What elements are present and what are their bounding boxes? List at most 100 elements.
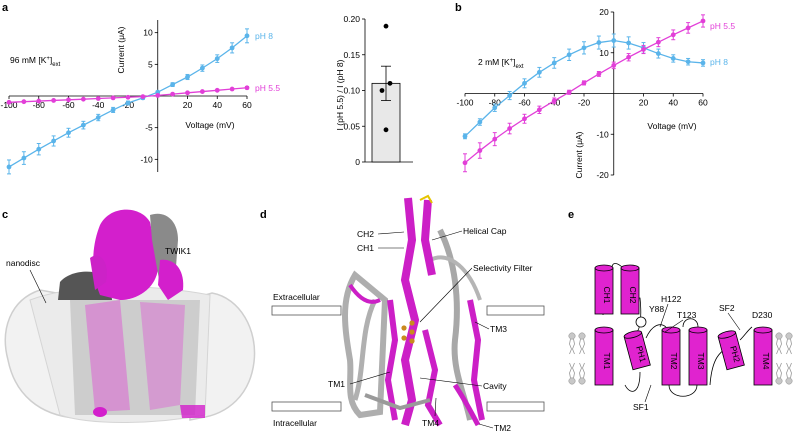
label-y88: Y88 xyxy=(649,304,664,314)
lipid-tail xyxy=(579,338,582,355)
membrane-boundary-intracellular-right xyxy=(486,401,545,412)
data-point xyxy=(199,89,205,94)
series-label: pH 5.5 xyxy=(710,21,735,31)
cryoem-map-illustration xyxy=(4,209,256,423)
data-point xyxy=(6,99,12,105)
data-point xyxy=(655,51,661,56)
data-point xyxy=(244,85,250,91)
data-point xyxy=(670,32,676,38)
data-point xyxy=(214,56,220,62)
svg-text:TM1: TM1 xyxy=(602,353,612,370)
data-point xyxy=(6,164,12,170)
data-point xyxy=(536,69,542,75)
data-point xyxy=(492,105,498,111)
data-point xyxy=(670,56,676,61)
chart-b-condition: 2 mM [K+]ext xyxy=(478,57,524,70)
data-point xyxy=(685,25,691,31)
data-point xyxy=(66,130,71,136)
label-t123: T123 xyxy=(677,310,697,320)
data-point xyxy=(492,136,498,142)
x-tick-label: 40 xyxy=(669,98,679,108)
data-point xyxy=(21,155,27,161)
lipid-tail xyxy=(569,362,572,379)
label-cavity: Cavity xyxy=(483,381,507,391)
data-point xyxy=(522,116,527,122)
series-label: pH 8 xyxy=(710,57,728,67)
label-ch1: CH1 xyxy=(357,243,374,253)
x-tick-label: 60 xyxy=(698,98,708,108)
data-point xyxy=(244,33,250,39)
svg-text:CH2: CH2 xyxy=(628,286,638,303)
data-point xyxy=(95,115,101,120)
chart-a-condition: 96 mM [K+]ext xyxy=(10,55,61,68)
y-tick-label: 5 xyxy=(148,59,153,69)
data-point xyxy=(229,45,235,51)
x-tick-label: -100 xyxy=(456,98,473,108)
x-tick-label: -60 xyxy=(518,98,531,108)
lipid-head xyxy=(785,332,793,340)
label-tm1: TM1 xyxy=(328,379,345,389)
data-point xyxy=(581,45,587,51)
ch1-helix: CH1 xyxy=(594,264,614,315)
label-twik1: TWIK1 xyxy=(165,246,191,256)
data-point xyxy=(566,52,572,58)
inset-y-tick-label: 0.20 xyxy=(343,14,360,24)
data-point xyxy=(36,98,42,104)
panel-label-d: d xyxy=(260,209,267,221)
label-ch2: CH2 xyxy=(357,229,374,239)
data-point xyxy=(462,133,468,139)
x-axis-label: Voltage (mV) xyxy=(185,120,234,130)
lipid-tail xyxy=(776,338,779,355)
y-tick-label: 10 xyxy=(599,48,609,58)
series-label: pH 8 xyxy=(255,31,273,41)
tm4-helix: TM4 xyxy=(753,326,773,386)
data-point xyxy=(170,82,176,87)
data-point xyxy=(185,90,190,96)
svg-text:TM3: TM3 xyxy=(696,353,706,370)
membrane-boundary-extracellular-left xyxy=(271,305,342,316)
inset-data-point xyxy=(387,80,393,86)
data-point xyxy=(95,96,101,101)
inset-data-point xyxy=(383,127,389,133)
data-point xyxy=(536,107,542,113)
label-nanodisc: nanodisc xyxy=(6,258,41,268)
series-label: pH 5.5 xyxy=(255,83,280,93)
data-point xyxy=(700,60,706,66)
svg-text:TM2: TM2 xyxy=(669,353,679,370)
inset-data-point xyxy=(379,88,385,93)
y-axis-label: Current (μA) xyxy=(574,131,584,178)
x-tick-label: -100 xyxy=(0,100,17,110)
membrane-boundary-intracellular-left xyxy=(271,401,342,412)
lipid-tail xyxy=(786,338,789,355)
chart-b: -100-80-60-40-202040602010-10-20Voltage … xyxy=(456,7,735,180)
data-point xyxy=(229,86,235,92)
lipid-tail xyxy=(779,338,782,355)
ph1-helix: PH1 xyxy=(623,330,651,371)
ch2-helix: CH2 xyxy=(620,264,640,315)
lipid-bilayer-right xyxy=(775,332,793,385)
ph2-helix: PH2 xyxy=(717,330,745,371)
tm2-helix: TM2 xyxy=(661,326,681,386)
lipid-tail xyxy=(569,338,572,355)
data-point xyxy=(522,80,527,86)
lipid-head xyxy=(578,377,586,385)
label-tm3: TM3 xyxy=(490,324,507,334)
lipid-bilayer-left xyxy=(568,332,586,385)
lipid-tail xyxy=(776,362,779,379)
label-selectivity-filter: Selectivity Filter xyxy=(473,263,533,273)
tm3-helix: TM3 xyxy=(688,326,708,386)
lipid-tail xyxy=(789,362,792,379)
x-tick-label: 60 xyxy=(242,100,252,110)
label-d230: D230 xyxy=(752,310,773,320)
data-point xyxy=(566,89,572,95)
svg-text:PH1: PH1 xyxy=(634,345,648,364)
lipid-tail xyxy=(786,362,789,379)
inset-y-tick-label: 0.15 xyxy=(343,50,360,60)
lipid-head xyxy=(578,332,586,340)
lipid-tail xyxy=(582,362,585,379)
chart-a-inset: 0 0.05 0.10 0.15 0.20 I (pH 5.5) / I (pH 8) xyxy=(335,14,413,167)
tm1-helix: TM1 xyxy=(594,326,614,386)
y-tick-label: -10 xyxy=(140,154,153,164)
inset-data-point xyxy=(383,23,389,29)
data-point xyxy=(110,95,116,101)
